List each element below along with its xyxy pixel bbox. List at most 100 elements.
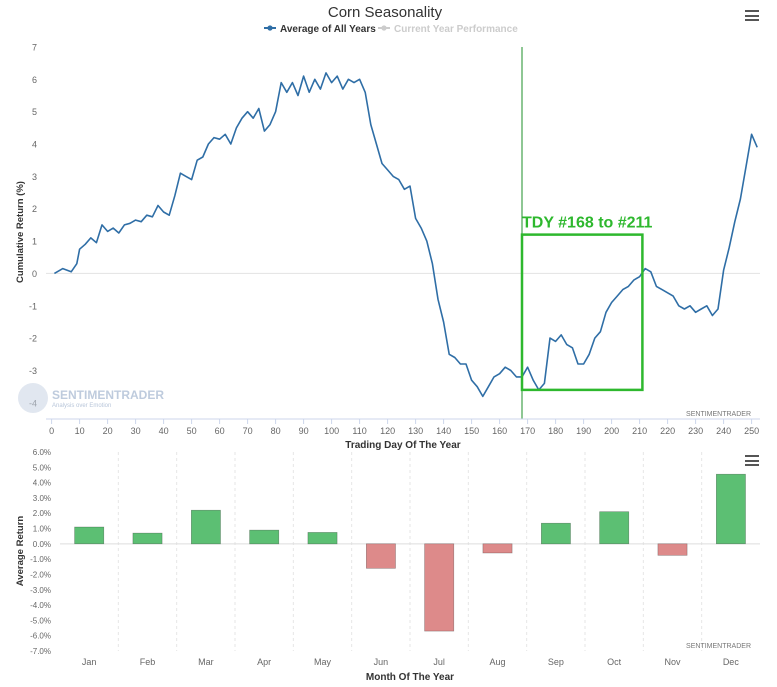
top-chart-menu-icon[interactable] <box>745 10 759 21</box>
top-xaxis-title: Trading Day Of The Year <box>345 440 461 451</box>
legend-average-label: Average of All Years <box>280 24 376 35</box>
top-x-tick-label: 100 <box>324 426 339 436</box>
bottom-axes: 6.0% 5.0% 4.0% 3.0% 2.0% 1.0% 0.0% -1.0% -2.0% -3… <box>30 448 739 667</box>
top-credit: SENTIMENTRADER <box>686 411 751 418</box>
legend: Average of All Years Current Year Perfor… <box>264 24 518 35</box>
chart-title: Corn Seasonality <box>328 4 443 21</box>
bar-aug <box>482 543 513 554</box>
watermark-text: SENTIMENTRADER <box>52 388 164 402</box>
top-yaxis-title: Cumulative Return (%) <box>15 181 26 283</box>
top-x-tick-label: 0 <box>49 426 54 436</box>
bottom-y-tick-label: 1.0% <box>33 525 51 534</box>
top-x-tick-label: 240 <box>716 426 731 436</box>
top-x-tick-label: 130 <box>408 426 423 436</box>
top-y-tick-label: -2 <box>29 334 37 344</box>
monthly-bar-chart: 6.0% 5.0% 4.0% 3.0% 2.0% 1.0% 0.0% -1.0% -2.0% -3… <box>30 448 760 667</box>
bottom-y-tick-label: 2.0% <box>33 509 51 518</box>
bottom-chart-menu-icon[interactable] <box>745 455 759 466</box>
bottom-y-tick-label: 0.0% <box>33 540 51 549</box>
bottom-x-tick-label: Apr <box>257 657 271 667</box>
bar-jul <box>424 543 455 632</box>
top-x-tick-label: 180 <box>548 426 563 436</box>
annotation-label: TDY #168 to #211 <box>522 215 653 232</box>
watermark-globe-icon <box>18 383 48 413</box>
bar-may <box>307 532 338 545</box>
seasonality-line-chart: TDY #168 to #211 -4-3-2-1012345670102030… <box>29 43 760 436</box>
bar-mar <box>191 509 221 545</box>
bottom-credit: SENTIMENTRADER <box>686 643 751 650</box>
bottom-y-tick-label: -3.0% <box>30 586 51 595</box>
top-y-tick-label: 2 <box>32 204 37 214</box>
top-y-tick-label: 4 <box>32 140 37 150</box>
top-x-tick-label: 210 <box>632 426 647 436</box>
top-x-tick-label: 110 <box>352 426 366 436</box>
top-x-tick-label: 20 <box>103 426 113 436</box>
legend-current-marker <box>381 25 387 31</box>
legend-average-marker <box>267 25 273 31</box>
bottom-x-tick-label: Jun <box>374 657 389 667</box>
bottom-xaxis-title: Month Of The Year <box>366 672 454 683</box>
bottom-y-tick-label: -4.0% <box>30 601 51 610</box>
bottom-x-tick-label: Jul <box>433 657 445 667</box>
bottom-plot-area <box>74 473 746 632</box>
top-x-tick-label: 10 <box>75 426 85 436</box>
top-y-tick-label: -3 <box>29 366 37 376</box>
top-x-tick-label: 190 <box>576 426 591 436</box>
top-x-tick-label: 120 <box>380 426 395 436</box>
bottom-x-tick-label: Mar <box>198 657 214 667</box>
top-x-tick-label: 170 <box>520 426 535 436</box>
bar-nov <box>657 543 688 556</box>
bottom-y-tick-label: 3.0% <box>33 494 51 503</box>
top-x-tick-label: 230 <box>688 426 703 436</box>
top-y-tick-label: 5 <box>32 107 37 117</box>
series-line-average <box>54 72 758 398</box>
bottom-x-tick-label: Feb <box>140 657 156 667</box>
bar-jan <box>74 526 105 545</box>
top-x-tick-label: 60 <box>215 426 225 436</box>
top-x-tick-label: 90 <box>299 426 309 436</box>
top-x-tick-label: 50 <box>187 426 197 436</box>
bottom-x-tick-label: Oct <box>607 657 622 667</box>
bottom-y-tick-label: -2.0% <box>30 570 51 579</box>
bottom-y-tick-label: 5.0% <box>33 463 51 472</box>
bottom-y-tick-label: 4.0% <box>33 479 51 488</box>
top-x-tick-label: 200 <box>604 426 619 436</box>
top-x-tick-label: 80 <box>271 426 281 436</box>
bottom-x-tick-label: Dec <box>723 657 740 667</box>
top-y-tick-label: 6 <box>32 75 37 85</box>
bottom-x-tick-label: Sep <box>548 657 564 667</box>
bottom-y-tick-label: -7.0% <box>30 647 51 656</box>
top-axes: -4-3-2-101234567010203040506070809010011… <box>29 43 760 436</box>
bottom-y-tick-label: -6.0% <box>30 632 51 641</box>
top-x-tick-label: 30 <box>131 426 141 436</box>
bar-dec <box>715 473 746 545</box>
top-x-tick-label: 140 <box>436 426 451 436</box>
top-y-tick-label: 7 <box>32 43 37 53</box>
top-x-tick-label: 150 <box>464 426 479 436</box>
watermark-logo: SENTIMENTRADER Analysis over Emotion <box>18 383 164 413</box>
bar-oct <box>599 511 630 545</box>
bottom-x-tick-label: Aug <box>489 657 505 667</box>
bottom-x-tick-label: Nov <box>664 657 681 667</box>
bar-apr <box>249 529 280 545</box>
top-y-tick-label: 3 <box>32 172 37 182</box>
bar-feb <box>132 532 163 545</box>
top-x-tick-label: 220 <box>660 426 675 436</box>
top-x-tick-label: 250 <box>744 426 759 436</box>
bottom-grid <box>60 452 760 651</box>
bottom-y-tick-label: -5.0% <box>30 616 51 625</box>
bottom-yaxis-title: Average Return <box>15 516 26 587</box>
top-plot-area: TDY #168 to #211 <box>54 47 758 419</box>
top-y-tick-label: 1 <box>32 237 37 247</box>
watermark-subtext: Analysis over Emotion <box>52 403 111 409</box>
legend-current-label: Current Year Performance <box>394 24 518 35</box>
bottom-y-tick-label: -1.0% <box>30 555 51 564</box>
bottom-x-tick-label: Jan <box>82 657 97 667</box>
legend-item-average[interactable]: Average of All Years <box>264 24 376 35</box>
legend-item-current[interactable]: Current Year Performance <box>378 24 518 35</box>
bottom-x-tick-label: May <box>314 657 332 667</box>
top-x-tick-label: 40 <box>159 426 169 436</box>
top-y-tick-label: -1 <box>29 301 37 311</box>
top-x-tick-label: 160 <box>492 426 507 436</box>
